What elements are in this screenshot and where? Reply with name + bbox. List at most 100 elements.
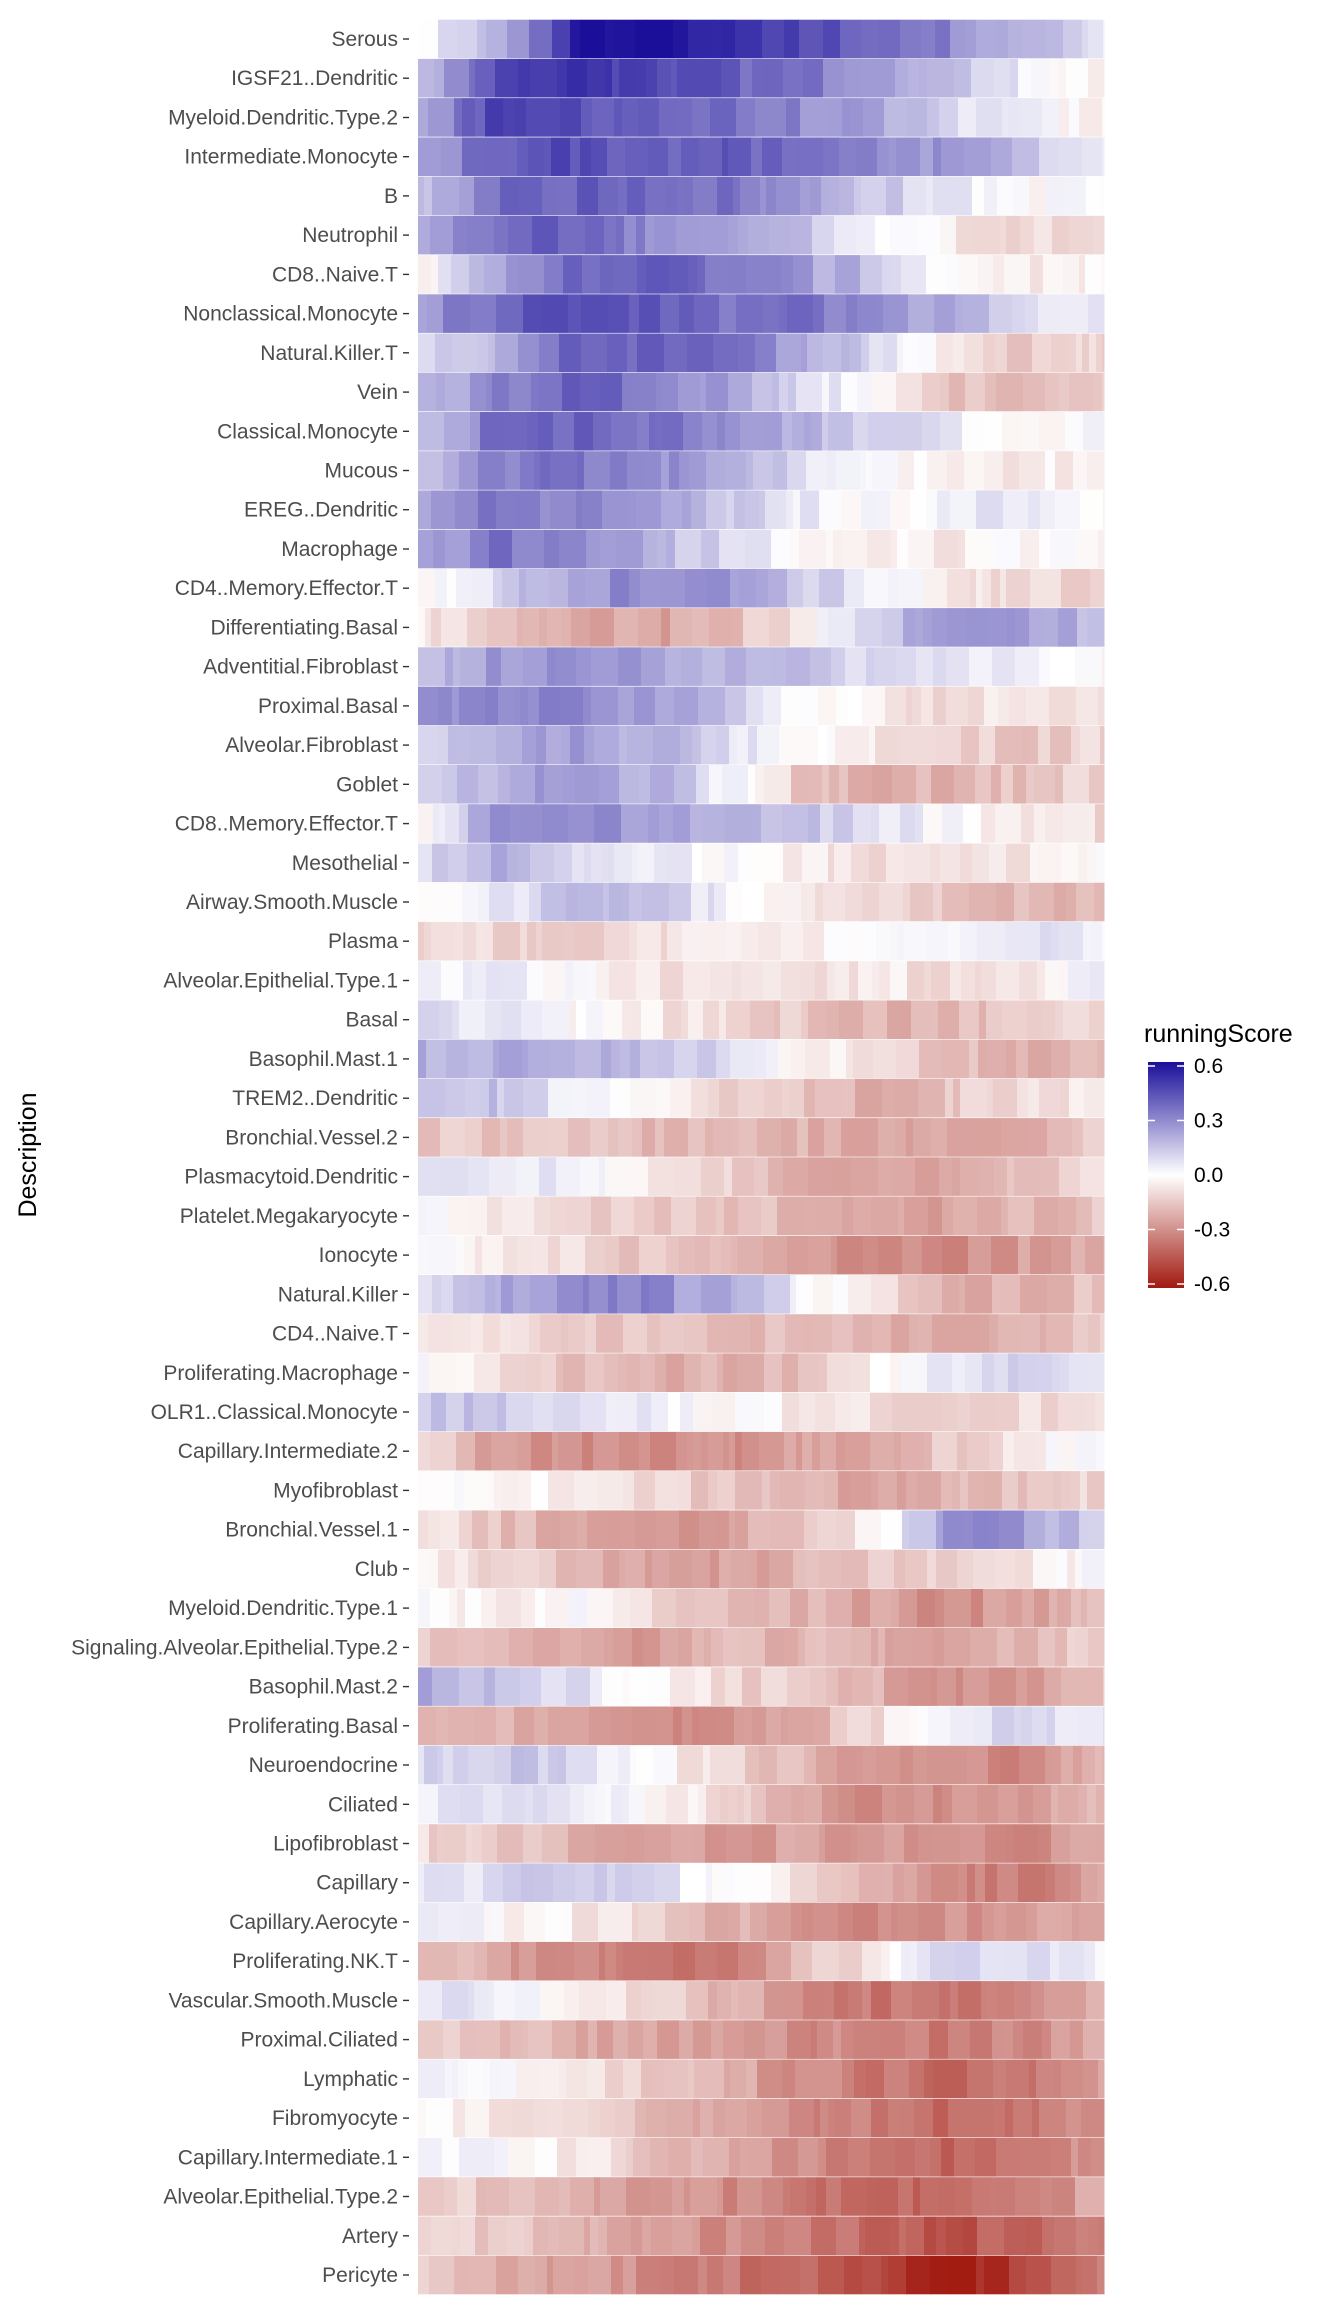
- heatmap-cell: [701, 215, 729, 255]
- heatmap-cell: [485, 2177, 510, 2216]
- heatmap-cell: [884, 1824, 905, 1863]
- heatmap-cell: [418, 843, 433, 883]
- heatmap-cell: [873, 1667, 885, 1706]
- heatmap-cell: [744, 2020, 766, 2059]
- heatmap-cell: [529, 882, 542, 922]
- heatmap-cell: [542, 804, 569, 843]
- heatmap-cell: [848, 1275, 872, 1314]
- heatmap-cell: [1003, 1431, 1015, 1471]
- heatmap-cell: [740, 1628, 766, 1667]
- heatmap-cell: [695, 1588, 706, 1628]
- heatmap-cell: [897, 1471, 907, 1510]
- heatmap-cell: [553, 1392, 581, 1432]
- heatmap-cell: [530, 843, 555, 883]
- y-tick-label: Signaling.Alveolar.Epithelial.Type.2: [71, 1636, 398, 1659]
- heatmap-cell: [951, 529, 959, 569]
- heatmap-cell: [472, 1824, 483, 1863]
- heatmap-cell: [959, 255, 979, 294]
- heatmap-cell: [474, 2020, 484, 2059]
- heatmap-row-46: [418, 1784, 1105, 1824]
- heatmap-cell: [1059, 1941, 1085, 1981]
- heatmap-cell: [580, 19, 606, 59]
- heatmap-cell: [660, 294, 680, 333]
- heatmap-cell: [834, 2098, 852, 2138]
- heatmap-cell: [944, 1588, 972, 1628]
- heatmap-cell: [705, 1824, 712, 1863]
- heatmap-cell: [777, 1196, 803, 1236]
- heatmap-cell: [946, 2216, 964, 2256]
- heatmap-cell: [631, 1000, 642, 1039]
- heatmap-cell: [546, 725, 562, 765]
- heatmap-cell: [857, 372, 873, 412]
- y-tick-label: Goblet: [336, 773, 398, 796]
- heatmap-cell: [606, 1392, 617, 1432]
- heatmap-cell: [453, 215, 468, 255]
- heatmap-cell: [471, 1314, 484, 1353]
- heatmap-cell: [1090, 1902, 1105, 1942]
- heatmap-cell: [676, 1431, 688, 1471]
- heatmap-cell: [1072, 1902, 1080, 1942]
- heatmap-cell: [885, 686, 907, 726]
- heatmap-cell: [1080, 1471, 1088, 1510]
- heatmap-cell: [719, 1078, 739, 1118]
- heatmap-cell: [431, 490, 456, 529]
- heatmap-cell: [837, 1235, 864, 1275]
- heatmap-cell: [801, 882, 816, 922]
- heatmap-cell: [981, 804, 996, 843]
- heatmap-cell: [454, 1471, 465, 1510]
- heatmap-cell: [495, 1275, 502, 1314]
- heatmap-cell: [909, 1510, 937, 1549]
- heatmap-cell: [728, 372, 753, 412]
- heatmap-cell: [1076, 333, 1083, 373]
- heatmap-cell: [698, 1784, 707, 1824]
- heatmap-cell: [933, 1628, 945, 1667]
- heatmap-cell: [418, 176, 425, 216]
- heatmap-cell: [460, 2020, 475, 2059]
- heatmap-cell: [900, 1745, 914, 1785]
- heatmap-cell: [418, 137, 442, 176]
- heatmap-cell: [647, 1667, 671, 1706]
- heatmap-cell: [890, 1353, 902, 1392]
- heatmap-cell: [827, 961, 836, 1000]
- heatmap-cell: [970, 1628, 998, 1667]
- heatmap-cell: [1089, 1000, 1105, 1039]
- heatmap-cell: [1030, 843, 1039, 883]
- heatmap-cell: [521, 1588, 536, 1628]
- heatmap-cell: [953, 333, 965, 373]
- heatmap-cell: [995, 333, 1008, 373]
- heatmap-cell: [744, 1706, 753, 1746]
- heatmap-cell: [929, 2020, 949, 2059]
- heatmap-cell: [993, 2098, 1006, 2138]
- heatmap-cell: [506, 255, 519, 294]
- heatmap-cell: [1047, 1706, 1056, 1746]
- heatmap-cell: [446, 1039, 469, 1079]
- heatmap-cell: [614, 843, 633, 883]
- heatmap-cell: [787, 568, 804, 608]
- heatmap-cell: [808, 1118, 825, 1157]
- heatmap-cell: [688, 1000, 704, 1039]
- heatmap-cell: [1086, 1981, 1101, 2020]
- heatmap-cell: [434, 1941, 458, 1981]
- heatmap-cell: [764, 1275, 791, 1314]
- heatmap-cell: [1102, 647, 1105, 686]
- heatmap-cell: [677, 98, 693, 137]
- heatmap-cell: [418, 1078, 446, 1118]
- y-tick-label: Mucous: [324, 460, 398, 483]
- heatmap-cell: [802, 1902, 814, 1942]
- heatmap-cell: [738, 1981, 765, 2020]
- heatmap-cell: [977, 1196, 1002, 1236]
- heatmap-cell: [980, 529, 989, 569]
- heatmap-cell: [776, 176, 801, 216]
- heatmap-cell: [964, 137, 992, 176]
- heatmap-cell: [818, 2255, 845, 2295]
- heatmap-cell: [653, 1745, 678, 1785]
- heatmap-cell: [1055, 1628, 1068, 1667]
- heatmap-cell: [906, 1471, 918, 1510]
- heatmap-cell: [630, 1667, 648, 1706]
- heatmap-cell: [1103, 1667, 1105, 1706]
- heatmap-row-3: [418, 98, 1105, 137]
- heatmap-cell: [1056, 1549, 1068, 1589]
- heatmap-cell: [418, 1941, 435, 1981]
- heatmap-cell: [584, 1784, 596, 1824]
- heatmap-cell: [895, 412, 923, 451]
